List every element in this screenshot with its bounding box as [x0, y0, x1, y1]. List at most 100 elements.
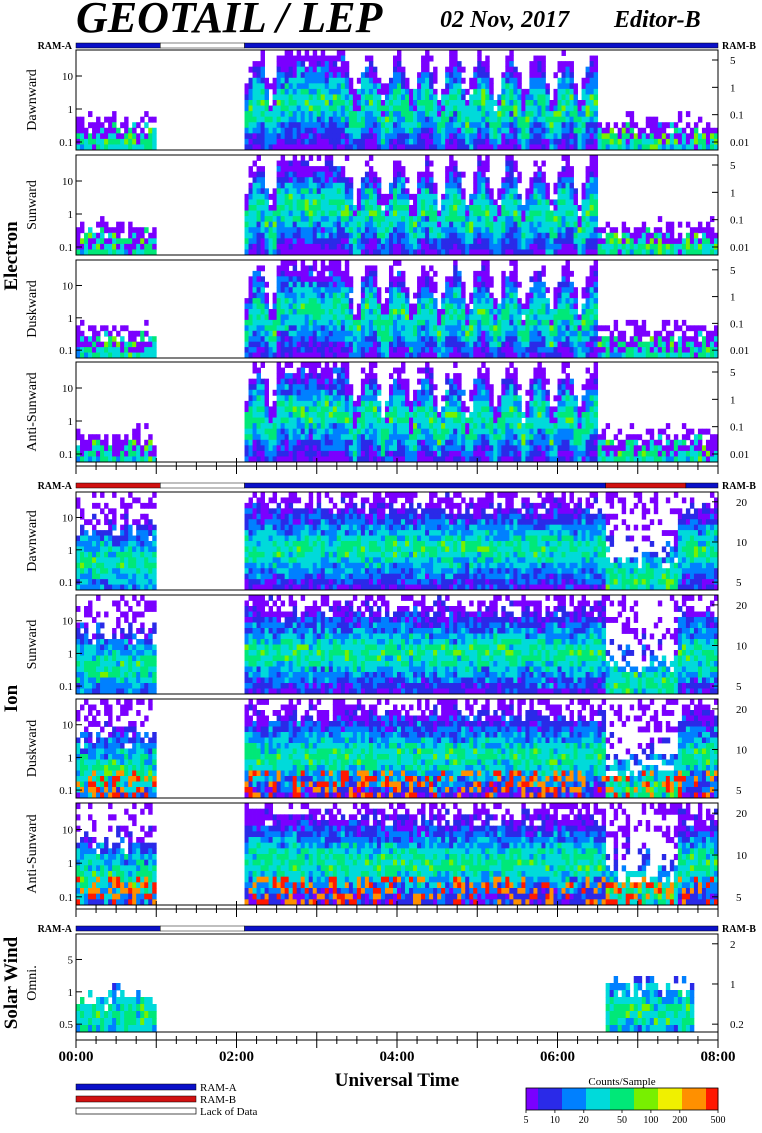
spectrogram-cell: [489, 293, 493, 299]
spectrogram-cell: [505, 67, 509, 73]
spectrogram-cell: [277, 418, 281, 424]
spectrogram-cell: [537, 94, 541, 100]
spectrogram-cell: [481, 233, 485, 239]
spectrogram-cell: [425, 111, 429, 117]
spectrogram-cell: [96, 238, 100, 244]
spectrogram-cell: [353, 238, 357, 244]
spectrogram-cell: [457, 287, 461, 293]
spectrogram-cell: [590, 342, 594, 348]
spectrogram-cell: [586, 216, 590, 222]
spectrogram-cell: [614, 347, 618, 353]
spectrogram-cell: [333, 222, 337, 228]
spectrogram-cell: [525, 347, 529, 353]
spectrogram-cell: [493, 216, 497, 222]
spectrogram-cell: [76, 336, 80, 342]
spectrogram-cell: [317, 304, 321, 310]
spectrogram-cell: [281, 166, 285, 172]
spectrogram-cell: [590, 83, 594, 89]
spectrogram-cell: [333, 72, 337, 78]
spectrogram-cell: [349, 336, 353, 342]
spectrogram-cell: [257, 205, 261, 211]
spectrogram-cell: [385, 106, 389, 112]
spectrogram-cell: [469, 325, 473, 331]
spectrogram-cell: [473, 188, 477, 194]
spectrogram-cell: [289, 222, 293, 228]
spectrogram-cell: [545, 83, 549, 89]
spectrogram-cell: [393, 260, 397, 266]
spectrogram-cell: [353, 244, 357, 250]
spectrogram-cell: [634, 133, 638, 139]
spectrogram-cell: [257, 211, 261, 217]
spectrogram-cell: [301, 94, 305, 100]
spectrogram-cell: [361, 199, 365, 205]
spectrogram-cell: [265, 314, 269, 320]
spectrogram-cell: [325, 122, 329, 128]
spectrogram-cell: [449, 199, 453, 205]
spectrogram-cell: [305, 233, 309, 239]
spectrogram-cell: [317, 342, 321, 348]
spectrogram-cell: [549, 117, 553, 123]
spectrogram-cell: [505, 83, 509, 89]
spectrogram-cell: [594, 244, 598, 250]
spectrogram-cell: [650, 139, 654, 145]
spectrogram-cell: [582, 216, 586, 222]
spectrogram-cell: [469, 320, 473, 326]
spectrogram-cell: [566, 177, 570, 183]
spectrogram-cell: [148, 336, 152, 342]
spectrogram-cell: [429, 265, 433, 271]
spectrogram-cell: [533, 56, 537, 62]
spectrogram-cell: [329, 347, 333, 353]
spectrogram-cell: [505, 244, 509, 250]
spectrogram-cell: [493, 309, 497, 315]
spectrogram-cell: [289, 244, 293, 250]
spectrogram-cell: [513, 139, 517, 145]
spectrogram-cell: [305, 298, 309, 304]
spectrogram-cell: [553, 309, 557, 315]
spectrogram-cell: [401, 304, 405, 310]
spectrogram-cell: [293, 89, 297, 95]
spectrogram-cell: [333, 117, 337, 123]
spectrogram-cell: [341, 205, 345, 211]
spectrogram-cell: [558, 194, 562, 200]
spectrogram-cell: [96, 122, 100, 128]
spectrogram-cell: [273, 451, 277, 457]
spectrogram-cell: [533, 83, 537, 89]
spectrogram-cell: [148, 342, 152, 348]
spectrogram-cell: [285, 379, 289, 385]
spectrogram-cell: [112, 445, 116, 451]
spectrogram-cell: [289, 434, 293, 440]
spectrogram-cell: [381, 133, 385, 139]
spectrogram-cell: [329, 260, 333, 266]
spectrogram-cell: [533, 67, 537, 73]
spectrogram-cell: [393, 320, 397, 326]
spectrogram-cell: [245, 222, 249, 228]
spectrogram-cell: [537, 227, 541, 233]
spectrogram-cell: [317, 128, 321, 134]
spectrogram-cell: [429, 276, 433, 282]
spectrogram-cell: [590, 336, 594, 342]
spectrogram-cell: [393, 106, 397, 112]
spectrogram-cell: [646, 238, 650, 244]
spectrogram-cell: [249, 78, 253, 84]
spectrogram-cell: [670, 336, 674, 342]
spectrogram-cell: [325, 78, 329, 84]
spectrogram-cell: [461, 233, 465, 239]
spectrogram-cell: [104, 445, 108, 451]
spectrogram-cell: [345, 83, 349, 89]
spectrogram-cell: [710, 216, 714, 222]
spectrogram-cell: [429, 347, 433, 353]
spectrogram-cell: [562, 325, 566, 331]
spectrogram-cell: [120, 244, 124, 250]
spectrogram-cell: [289, 331, 293, 337]
spectrogram-cell: [437, 233, 441, 239]
spectrogram-cell: [541, 194, 545, 200]
spectrogram-cell: [417, 276, 421, 282]
spectrogram-cell: [245, 401, 249, 407]
spectrogram-cell: [92, 128, 96, 134]
spectrogram-cell: [249, 384, 253, 390]
spectrogram-cell: [333, 276, 337, 282]
spectrogram-cell: [365, 222, 369, 228]
spectrogram-cell: [269, 133, 273, 139]
spectrogram-cell: [461, 325, 465, 331]
spectrogram-cell: [104, 139, 108, 145]
